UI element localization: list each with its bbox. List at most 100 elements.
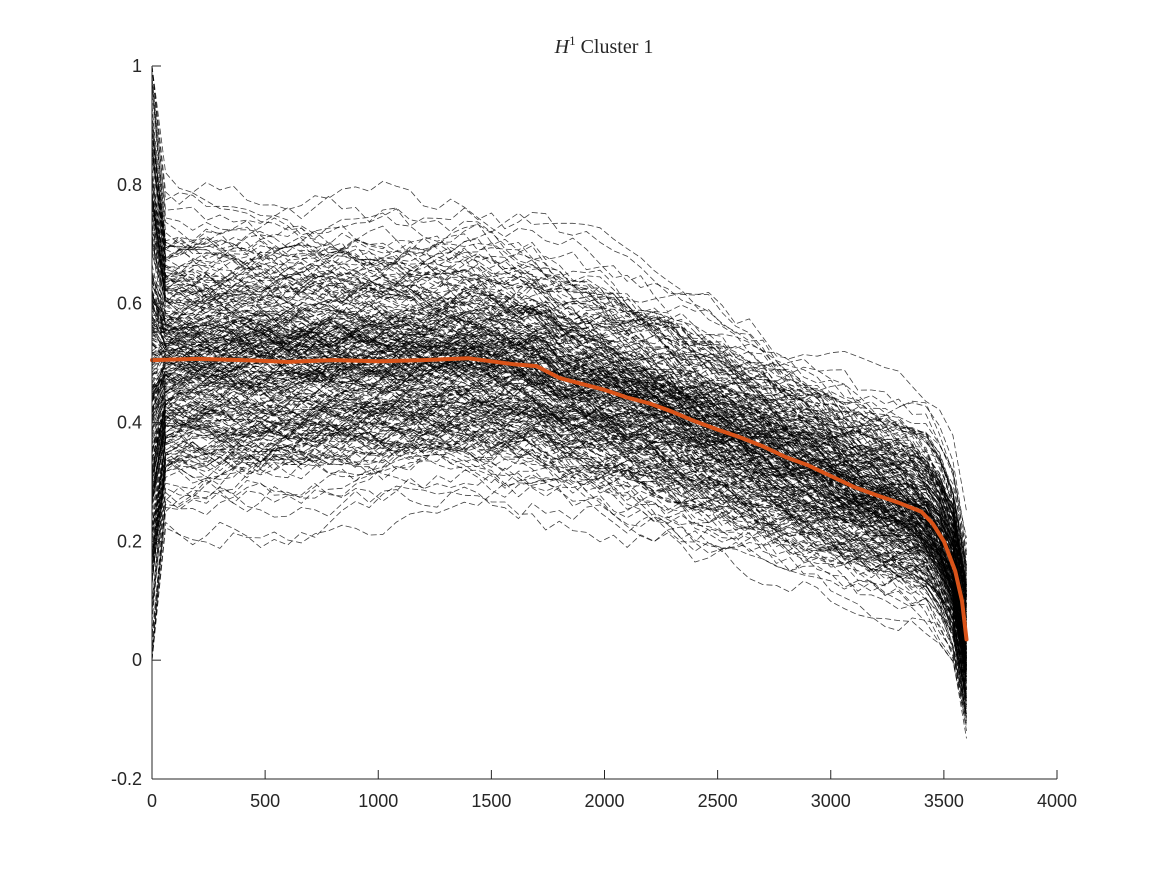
background-trajectory [151,192,967,591]
background-trajectory [151,151,967,599]
background-trajectories [151,65,967,739]
background-trajectory [151,315,967,605]
background-trajectory [151,359,967,649]
chart-title: H1 Cluster 1 [554,33,654,58]
background-trajectory [151,144,967,593]
background-trajectory [151,416,967,696]
background-trajectory [151,285,967,592]
background-trajectory [151,485,967,728]
background-trajectory [151,378,967,681]
background-trajectory [151,125,967,545]
y-tick-label: 0.2 [117,531,142,551]
background-trajectory [151,340,967,645]
background-trajectory [151,398,967,669]
background-trajectory [151,321,967,640]
background-trajectory [151,309,967,644]
background-trajectory [151,423,967,695]
background-trajectory [151,449,967,689]
background-trajectory [151,441,967,715]
background-trajectory [151,426,967,694]
background-trajectory [151,318,967,630]
background-trajectory [151,294,967,600]
background-trajectory [151,415,967,702]
x-tick-label: 500 [250,791,280,811]
background-trajectory [151,361,967,661]
y-tick-label: 1 [132,56,142,76]
background-trajectory [151,407,967,677]
background-trajectory [151,293,967,601]
background-trajectory [151,121,967,566]
background-trajectory [151,222,967,598]
title-text: Cluster 1 [581,36,654,58]
x-tick-label: 3500 [924,791,964,811]
background-trajectory [151,133,967,566]
x-tick-label: 4000 [1037,791,1077,811]
x-tick-label: 2500 [698,791,738,811]
background-trajectory [151,336,967,637]
background-trajectory [151,335,967,637]
background-trajectory [151,300,967,641]
x-tick-label: 2000 [584,791,624,811]
title-math-superscript: 1 [569,33,576,48]
background-trajectory [151,275,967,647]
background-trajectory [151,65,967,590]
background-trajectory [151,388,967,625]
background-trajectory [151,148,967,572]
background-trajectory [151,325,967,629]
background-trajectory [151,398,967,682]
background-trajectory [151,362,967,649]
background-trajectory [151,296,967,622]
background-trajectory [151,381,967,682]
background-trajectory [151,351,967,660]
x-tick-label: 1500 [471,791,511,811]
background-trajectory [151,65,967,571]
background-trajectory [151,453,967,716]
background-trajectory [151,117,967,575]
background-trajectory [151,359,967,658]
background-trajectory [151,65,967,512]
background-trajectory [151,346,967,649]
background-trajectory [151,298,967,628]
plot-area [150,65,969,739]
background-trajectory [151,131,967,570]
background-trajectory [151,357,967,660]
background-trajectory [151,330,967,617]
background-trajectory [151,405,967,678]
background-trajectory [151,306,967,621]
background-trajectory [151,195,967,602]
background-trajectory [151,356,967,667]
title-math-symbol: H [554,36,571,58]
background-trajectory [151,206,967,595]
background-trajectory [151,131,967,592]
background-trajectory [151,235,967,592]
background-trajectory [151,388,967,659]
background-trajectory [151,295,967,607]
background-trajectory [151,184,967,588]
background-trajectory [151,365,967,663]
background-trajectory [151,264,967,628]
background-trajectory [151,198,967,597]
background-trajectory [151,225,967,595]
y-tick-label: 0.6 [117,294,142,314]
background-trajectory [151,396,967,664]
series-layer [150,356,969,642]
background-trajectory [151,407,967,686]
background-trajectory [151,235,967,596]
background-trajectory [151,355,967,648]
background-trajectory [151,325,967,654]
background-trajectory [151,408,967,663]
x-tick-label: 1000 [358,791,398,811]
background-trajectory [151,155,967,596]
background-trajectory [151,425,967,650]
background-trajectory [151,243,967,622]
y-tick-label: -0.2 [111,769,142,789]
background-trajectory [151,413,967,673]
y-tick-label: 0.8 [117,175,142,195]
background-trajectory [151,196,967,581]
background-trajectory [151,296,967,628]
x-tick-label: 0 [147,791,157,811]
background-trajectory [151,80,967,577]
background-trajectory [151,368,967,649]
